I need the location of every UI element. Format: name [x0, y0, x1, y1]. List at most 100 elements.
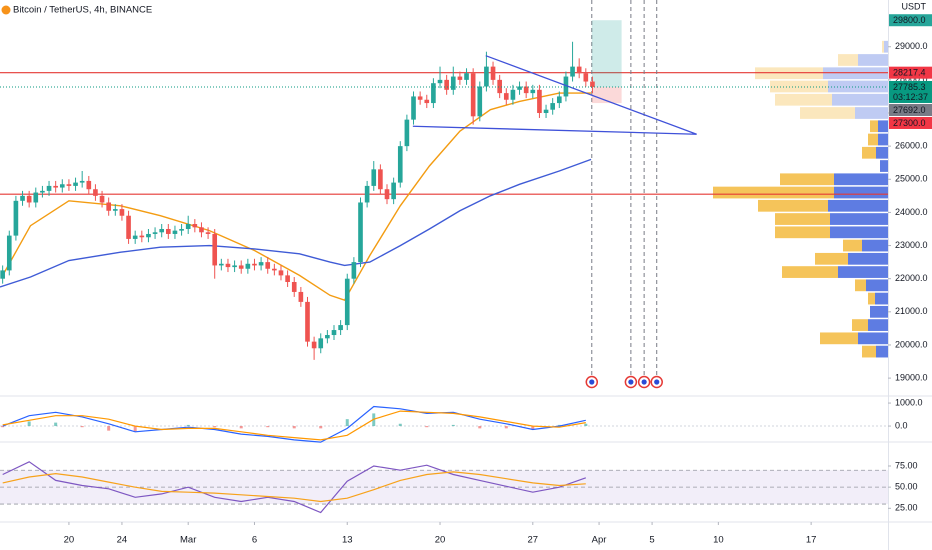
candle-body — [106, 202, 111, 211]
candle-body — [543, 109, 549, 114]
candle-body — [298, 291, 304, 302]
histogram-bar — [319, 426, 323, 429]
candle-body — [205, 232, 211, 234]
price-label-box — [889, 80, 932, 103]
profile-down — [800, 107, 855, 119]
candle-body — [172, 230, 178, 234]
candle-body — [291, 282, 297, 292]
histogram-bar — [504, 426, 508, 429]
candle-body — [185, 224, 191, 229]
histogram-bar — [213, 426, 217, 428]
candle-body — [344, 278, 350, 326]
histogram-bar — [1, 426, 5, 428]
symbol-icon — [1, 5, 11, 15]
indicator-line — [2, 461, 587, 514]
histogram-bar — [266, 426, 270, 428]
candle-body — [20, 195, 25, 201]
profile-down — [775, 226, 830, 239]
moving-average — [0, 158, 592, 288]
candle-body — [417, 96, 423, 100]
currency: USDT — [902, 1, 927, 11]
candle-body — [318, 338, 324, 349]
candle-body — [219, 263, 224, 266]
candle-body — [484, 66, 489, 87]
indicator-line — [2, 471, 586, 503]
profile-up — [878, 133, 888, 146]
y-tick-label: 25.00 — [895, 503, 918, 513]
price-label: 27300.0 — [893, 118, 926, 128]
candle-body — [192, 224, 198, 228]
candle-body — [132, 235, 138, 239]
histogram-bar — [186, 424, 190, 427]
candle-body — [411, 96, 416, 120]
candle-body — [33, 192, 39, 203]
event-icon-core — [628, 379, 634, 385]
profile-up — [876, 146, 888, 159]
profile-down — [775, 213, 830, 225]
candle-body — [391, 182, 396, 200]
price-countdown: 03:12:37 — [893, 92, 928, 102]
indicator-line — [2, 410, 586, 441]
x-tick-label: 20 — [64, 535, 75, 546]
chart-title: Bitcoin / TetherUS, 4h, BINANCE — [13, 5, 152, 16]
price-label: 27785.3 — [893, 82, 926, 92]
profile-down — [820, 332, 858, 345]
candle-body — [325, 335, 330, 339]
x-tick-label: 6 — [252, 535, 257, 546]
candle-body — [53, 185, 58, 188]
x-tick-label: 27 — [528, 535, 539, 546]
y-tick-label: 0.0 — [895, 420, 908, 430]
price-label: 27692.0 — [893, 105, 926, 115]
profile-down — [868, 292, 875, 305]
profile-up — [880, 160, 888, 172]
histogram-bar — [478, 426, 482, 429]
candle-body — [152, 232, 158, 234]
candle-body — [457, 76, 463, 80]
candle-body — [470, 73, 476, 117]
candle-body — [537, 89, 542, 114]
candle-body — [26, 195, 32, 203]
x-tick-label: Mar — [180, 535, 196, 546]
candle-body — [199, 227, 204, 233]
y-tick-label: 25000.0 — [895, 174, 928, 184]
candle-body — [583, 73, 589, 82]
candle-body — [450, 76, 456, 90]
histogram-bar — [27, 421, 31, 427]
candle-body — [46, 185, 52, 191]
candle-body — [424, 99, 430, 104]
candle-body — [497, 79, 502, 94]
profile-down — [838, 54, 858, 66]
candle-body — [99, 195, 105, 203]
histogram-bar — [584, 423, 588, 427]
profile-up — [855, 107, 888, 119]
profile-down — [782, 266, 838, 278]
candle-body — [146, 233, 151, 238]
y-tick-label: 1000.0 — [895, 397, 923, 407]
candle-body — [576, 66, 582, 74]
histogram-bar — [425, 426, 429, 428]
histogram-bar — [133, 426, 137, 432]
profile-up — [858, 332, 888, 345]
x-tick-label: 24 — [117, 535, 128, 546]
profile-up — [878, 120, 888, 133]
candle-body — [517, 86, 522, 90]
x-tick-label: Apr — [592, 535, 607, 546]
x-tick-label: 20 — [435, 535, 446, 546]
x-tick-label: 13 — [342, 535, 353, 546]
price-label-box — [889, 116, 932, 129]
candle-body — [563, 76, 569, 97]
price-label-box — [889, 103, 932, 116]
histogram-bar — [531, 426, 535, 430]
histogram-bar — [80, 426, 84, 428]
profile-up — [870, 305, 888, 318]
candle-body — [159, 228, 165, 233]
candle-body — [530, 89, 536, 94]
candle-body — [431, 83, 436, 104]
profile-up — [866, 279, 888, 292]
candle-body — [503, 93, 509, 100]
price-label: 29800.0 — [893, 15, 926, 25]
candle-body — [126, 215, 131, 239]
histogram-bar — [345, 419, 349, 427]
